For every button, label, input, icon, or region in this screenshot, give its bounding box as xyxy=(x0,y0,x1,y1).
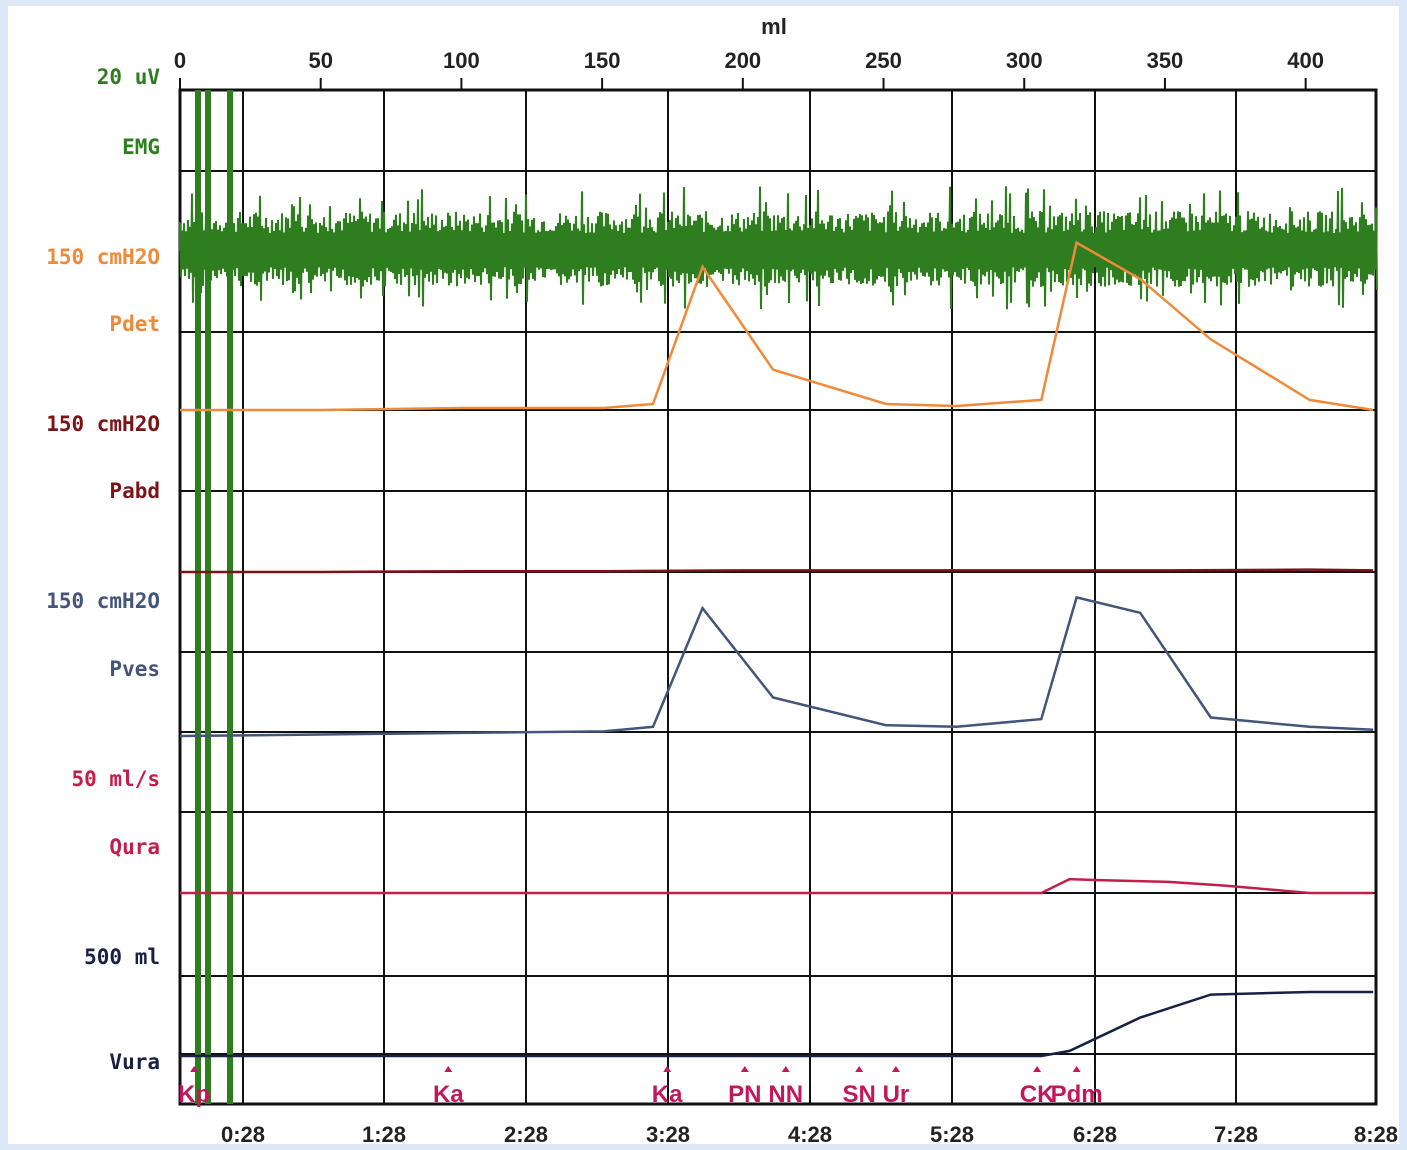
chart-frame: 20 uV EMG 150 cmH2O Pdet 150 cmH2O Pabd 150 cm… xyxy=(8,6,1399,1144)
pves-trace xyxy=(179,595,1374,738)
event-marker-8 xyxy=(1072,1066,1081,1072)
pdet-channel-label: Pdet xyxy=(109,312,160,336)
event-label-3: PN xyxy=(728,1081,761,1108)
event-label-0: Kp xyxy=(178,1081,210,1108)
volume-axis-unit: ml xyxy=(761,14,787,39)
event-marker-4 xyxy=(781,1066,790,1072)
time-tick-5: 5:28 xyxy=(930,1122,974,1144)
pabd-scale-label: 150 cmH2O xyxy=(46,412,160,436)
time-axis: 0:28 1:28 2:28 3:28 4:28 5:28 6:28 7:28 8:28 xyxy=(221,1122,1398,1144)
volume-tick-150: 150 xyxy=(584,48,621,73)
time-tick-4: 4:28 xyxy=(788,1122,832,1144)
event-label-6: Ur xyxy=(883,1081,910,1108)
volume-tick-100: 100 xyxy=(443,48,480,73)
emg-trace xyxy=(179,186,1378,310)
vura-trace xyxy=(180,990,1374,1058)
event-marker-1 xyxy=(444,1066,453,1072)
time-tick-8: 8:28 xyxy=(1354,1122,1398,1144)
volume-tick-400: 400 xyxy=(1287,48,1324,73)
time-tick-7: 7:28 xyxy=(1214,1122,1258,1144)
event-marker-7 xyxy=(1033,1066,1042,1072)
event-label-5: SN xyxy=(843,1081,876,1108)
volume-tick-50: 50 xyxy=(308,48,332,73)
event-label-4: NN xyxy=(768,1081,803,1108)
time-tick-3: 3:28 xyxy=(646,1122,690,1144)
volume-tick-300: 300 xyxy=(1006,48,1043,73)
pdet-trace xyxy=(180,240,1374,412)
pabd-channel-label: Pabd xyxy=(109,479,160,503)
time-tick-6: 6:28 xyxy=(1073,1122,1117,1144)
pabd-trace xyxy=(180,568,1374,574)
pves-channel-label: Pves xyxy=(109,657,160,681)
emg-scale-label: 20 uV xyxy=(97,65,161,89)
volume-tick-350: 350 xyxy=(1147,48,1184,73)
vura-scale-label: 500 ml xyxy=(84,945,160,969)
time-tick-0: 0:28 xyxy=(221,1122,265,1144)
volume-tick-200: 200 xyxy=(724,48,761,73)
event-label-2: Ka xyxy=(652,1081,683,1108)
traces xyxy=(179,90,1378,1104)
event-marker-3 xyxy=(740,1066,749,1072)
pves-scale-label: 150 cmH2O xyxy=(46,589,160,613)
event-label-1: Ka xyxy=(433,1081,464,1108)
qura-trace xyxy=(180,877,1374,895)
emg-channel-label: EMG xyxy=(122,135,160,159)
vura-channel-label: Vura xyxy=(109,1050,160,1074)
time-tick-1: 1:28 xyxy=(362,1122,406,1144)
event-marker-2 xyxy=(663,1066,672,1072)
event-marker-0 xyxy=(190,1066,199,1072)
event-label-8: Pdm xyxy=(1051,1081,1103,1108)
event-marker-6 xyxy=(891,1066,900,1072)
event-label-7: CK xyxy=(1020,1081,1055,1108)
volume-tick-0: 0 xyxy=(174,48,186,73)
volume-axis: ml 0 50 100 150 200 250 300 350 400 xyxy=(174,14,1324,90)
qura-channel-label: Qura xyxy=(109,835,160,859)
volume-tick-250: 250 xyxy=(865,48,902,73)
channel-labels: 20 uV EMG 150 cmH2O Pdet 150 cmH2O Pabd 150 cm… xyxy=(46,65,160,1074)
event-marker-5 xyxy=(855,1066,864,1072)
urodynamic-chart: 20 uV EMG 150 cmH2O Pdet 150 cmH2O Pabd 150 cm… xyxy=(46,14,1398,1144)
qura-scale-label: 50 ml/s xyxy=(71,767,160,791)
time-tick-2: 2:28 xyxy=(504,1122,548,1144)
pdet-scale-label: 150 cmH2O xyxy=(46,245,160,269)
